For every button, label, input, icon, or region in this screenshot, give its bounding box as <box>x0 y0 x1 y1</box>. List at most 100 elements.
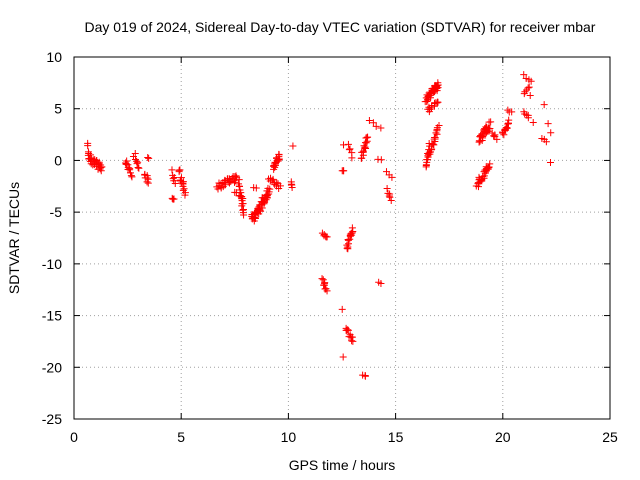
data-point <box>266 185 274 193</box>
x-tick-labels: 0 5 10 15 20 25 <box>70 429 618 445</box>
data-point <box>348 337 356 345</box>
y-tick-label: -25 <box>42 411 62 427</box>
data-point <box>339 353 347 361</box>
data-point <box>479 133 487 141</box>
data-point <box>344 140 352 148</box>
data-point <box>349 337 357 345</box>
plot-frame <box>73 56 611 420</box>
data-point <box>344 326 352 334</box>
data-point <box>520 71 528 79</box>
data-point <box>487 118 495 126</box>
x-tick-label: 15 <box>388 429 404 445</box>
data-point <box>348 224 356 232</box>
data-point <box>171 180 179 188</box>
x-tick-label: 0 <box>70 429 78 445</box>
data-point <box>385 192 393 200</box>
data-point <box>504 106 512 114</box>
data-point <box>432 83 440 91</box>
data-point <box>221 181 229 189</box>
data-point <box>435 122 443 130</box>
data-point <box>434 98 442 106</box>
data-point <box>546 158 554 166</box>
data-point <box>386 193 394 201</box>
data-point <box>344 243 352 251</box>
data-point <box>235 182 243 190</box>
data-point <box>504 119 512 127</box>
data-point <box>486 124 494 132</box>
data-point <box>383 185 391 193</box>
data-point <box>372 122 380 130</box>
data-point <box>501 125 509 133</box>
x-tick-label: 10 <box>281 429 297 445</box>
x-axis-label: GPS time / hours <box>289 457 396 473</box>
data-point <box>269 175 277 183</box>
data-point <box>491 131 499 139</box>
data-point <box>288 183 296 191</box>
y-tick-label: -15 <box>42 308 62 324</box>
data-point <box>323 287 331 295</box>
data-point <box>427 146 435 154</box>
data-point <box>474 183 482 191</box>
data-point <box>134 163 142 171</box>
data-point <box>525 83 533 91</box>
data-point <box>170 174 178 182</box>
data-point <box>263 194 271 202</box>
data-point <box>168 166 176 174</box>
data-point <box>180 185 188 193</box>
data-point <box>503 124 511 132</box>
chart-title: Day 019 of 2024, Sidereal Day-to-day VTE… <box>85 19 596 35</box>
y-tick-label: 10 <box>46 49 62 65</box>
data-point <box>433 82 441 90</box>
data-point <box>340 167 348 175</box>
data-point <box>170 195 178 203</box>
data-point <box>276 182 284 190</box>
data-point <box>433 99 441 107</box>
data-point <box>252 184 260 192</box>
data-point <box>377 280 385 288</box>
data-point <box>143 172 151 180</box>
y-tick-label: -10 <box>42 256 62 272</box>
data-point <box>361 372 369 380</box>
data-point <box>344 326 352 334</box>
data-point <box>486 160 494 168</box>
data-point <box>361 139 369 147</box>
data-point <box>98 163 106 171</box>
y-tick-label: -20 <box>42 359 62 375</box>
data-point <box>144 179 152 187</box>
data-point <box>377 156 385 164</box>
data-points <box>84 71 555 380</box>
data-point <box>529 119 537 127</box>
data-point <box>235 176 243 184</box>
data-point <box>145 154 153 162</box>
data-point <box>521 88 529 96</box>
data-point <box>289 142 297 150</box>
data-point <box>127 172 135 180</box>
data-point <box>323 233 331 241</box>
data-point <box>134 158 142 166</box>
data-point <box>542 138 550 146</box>
y-axis-label: SDTVAR / TECUs <box>6 182 22 294</box>
data-point <box>340 141 348 149</box>
data-point <box>387 196 395 204</box>
data-point <box>122 160 130 168</box>
axis-ticks <box>73 56 611 420</box>
y-tick-label: 0 <box>54 152 62 168</box>
data-point <box>272 161 280 169</box>
data-point <box>338 305 346 313</box>
data-point <box>348 154 356 162</box>
data-point <box>240 211 248 219</box>
data-point <box>377 124 385 132</box>
data-point <box>485 163 493 171</box>
data-point <box>135 164 143 172</box>
data-point <box>527 77 535 85</box>
data-point <box>388 173 396 181</box>
data-point <box>97 163 105 171</box>
data-point <box>544 120 552 128</box>
data-point <box>426 105 434 113</box>
data-point <box>231 173 239 181</box>
data-point <box>524 114 532 122</box>
data-point <box>175 168 183 176</box>
data-point <box>318 275 326 283</box>
data-point <box>264 184 272 192</box>
